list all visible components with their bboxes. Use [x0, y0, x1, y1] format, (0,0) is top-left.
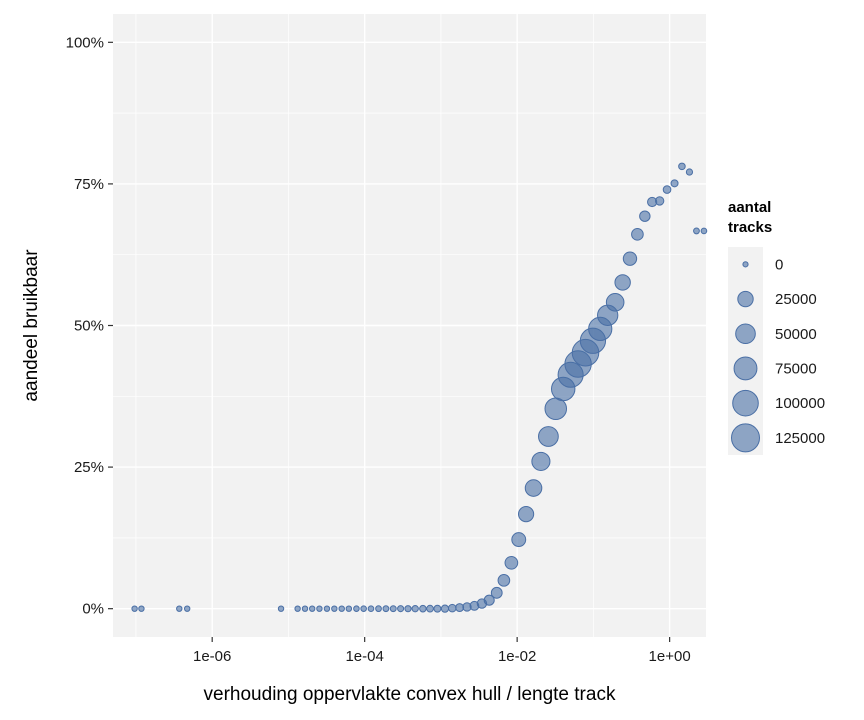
x-axis: 1e-06 1e-04 1e-02 1e+00: [193, 637, 691, 665]
data-point: [397, 605, 405, 613]
data-point: [131, 605, 138, 612]
data-point: [440, 604, 450, 613]
legend-key-label: 50000: [775, 326, 817, 343]
data-point: [678, 162, 686, 171]
data-point: [654, 196, 665, 206]
legend-key-label: 75000: [775, 360, 817, 377]
data-point: [360, 605, 367, 612]
data-point: [622, 251, 638, 266]
data-point: [331, 605, 338, 612]
data-point: [433, 604, 442, 613]
data-point: [309, 605, 316, 612]
data-point: [605, 292, 625, 312]
data-point: [389, 605, 397, 613]
data-point: [670, 179, 679, 188]
data-point: [693, 227, 700, 235]
legend-key-circle: [742, 261, 749, 268]
data-point: [448, 603, 457, 613]
legend-key-circle: [733, 356, 758, 381]
y-tick-label: 0%: [82, 601, 104, 618]
data-point: [367, 605, 375, 613]
data-point: [490, 586, 503, 599]
data-point: [517, 505, 535, 523]
y-tick-label: 100%: [66, 34, 104, 51]
data-point: [183, 605, 191, 612]
y-tick-label: 75%: [74, 176, 104, 193]
legend-title-line-1: aantal: [728, 199, 771, 216]
legend-title-line-2: tracks: [728, 219, 772, 236]
x-tick-label: 1e-02: [498, 648, 536, 665]
legend-keys: 0 25000 50000 75000 100000 125000: [731, 256, 825, 453]
data-point: [426, 604, 434, 613]
legend-key-circle: [732, 389, 759, 417]
data-point: [419, 604, 427, 613]
data-point: [524, 479, 543, 497]
data-point: [504, 555, 519, 570]
data-point: [404, 605, 412, 613]
legend-key-circle: [731, 423, 760, 453]
data-point: [511, 532, 527, 548]
data-point: [531, 451, 551, 471]
data-point: [614, 274, 631, 291]
data-point: [316, 605, 323, 612]
y-axis: 0% 25% 50% 75% 100%: [66, 34, 113, 618]
x-tick-label: 1e+00: [649, 648, 691, 665]
data-point: [382, 605, 390, 613]
x-tick-label: 1e-04: [345, 648, 383, 665]
data-point: [301, 605, 309, 612]
legend-key-circle: [737, 290, 754, 308]
x-tick-label: 1e-06: [193, 648, 231, 665]
legend-key-label: 100000: [775, 395, 825, 412]
data-point: [338, 605, 345, 612]
data-point: [685, 168, 694, 176]
size-legend: aantal tracks 0 25000 50000 75000 100000 1250…: [728, 199, 825, 455]
data-point: [639, 210, 651, 222]
data-point: [176, 605, 183, 612]
data-point: [497, 574, 511, 587]
data-point: [294, 605, 301, 612]
data-point: [353, 605, 360, 612]
y-tick-label: 25%: [74, 459, 104, 476]
y-axis-title: aandeel bruikbaar: [21, 249, 42, 402]
data-point: [700, 227, 708, 235]
data-point: [538, 426, 559, 447]
y-tick-label: 50%: [74, 318, 104, 335]
data-point: [662, 185, 672, 194]
data-point: [483, 594, 495, 606]
data-point: [544, 397, 568, 421]
data-point: [631, 228, 644, 241]
legend-key-label: 0: [775, 256, 783, 273]
data-point: [323, 605, 331, 612]
data-point: [411, 605, 419, 613]
data-point: [345, 605, 353, 612]
data-point: [375, 605, 382, 613]
legend-key-label: 125000: [775, 430, 825, 447]
data-point: [277, 605, 285, 612]
data-points: [131, 162, 708, 613]
legend-key-label: 25000: [775, 291, 817, 308]
legend-key-circle: [735, 323, 756, 345]
legend-key-background: [728, 247, 763, 455]
data-point: [138, 605, 145, 612]
x-axis-title: verhouding oppervlakte convex hull / len…: [204, 684, 616, 705]
